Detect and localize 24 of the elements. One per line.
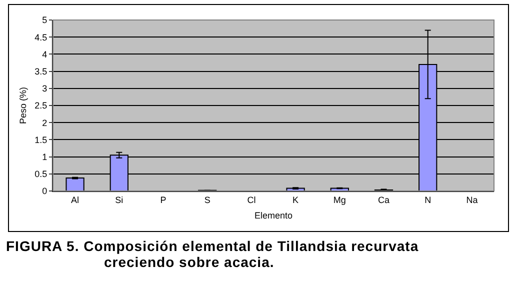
y-tick-label: 2.5	[34, 100, 48, 111]
y-tick-label: 1	[42, 152, 48, 162]
x-tick-label: Al	[71, 194, 80, 205]
y-tick-label: 4.5	[34, 32, 48, 42]
x-tick-label: Si	[115, 194, 124, 205]
x-tick-label: N	[424, 194, 432, 205]
y-tick-label: 3.5	[34, 66, 48, 76]
y-tick-label: 0	[42, 186, 48, 196]
y-tick-label: 5	[42, 15, 48, 26]
y-tick-label: 3	[42, 84, 48, 94]
x-tick-label: Ca	[378, 194, 390, 205]
x-tick-label: K	[292, 194, 299, 205]
y-tick-label: 1.5	[34, 134, 48, 145]
y-tick-label: 2	[42, 118, 48, 128]
text: FIGURA 5. Composición elemental de Tillandsia recurvata creciendo sobre acacia.	[5, 238, 420, 270]
x-tick-label: Mg	[333, 194, 346, 205]
x-tick-label: P	[160, 194, 166, 205]
x-tick-label: Na	[466, 194, 478, 205]
x-tick-label: Cl	[247, 194, 256, 205]
x-tick-label: S	[204, 194, 210, 205]
y-axis-title: Peso (%)	[18, 86, 28, 124]
y-tick-label: 0.5	[34, 169, 48, 180]
y-tick-label: 4	[42, 49, 48, 60]
x-axis-title: Elemento	[254, 210, 293, 221]
